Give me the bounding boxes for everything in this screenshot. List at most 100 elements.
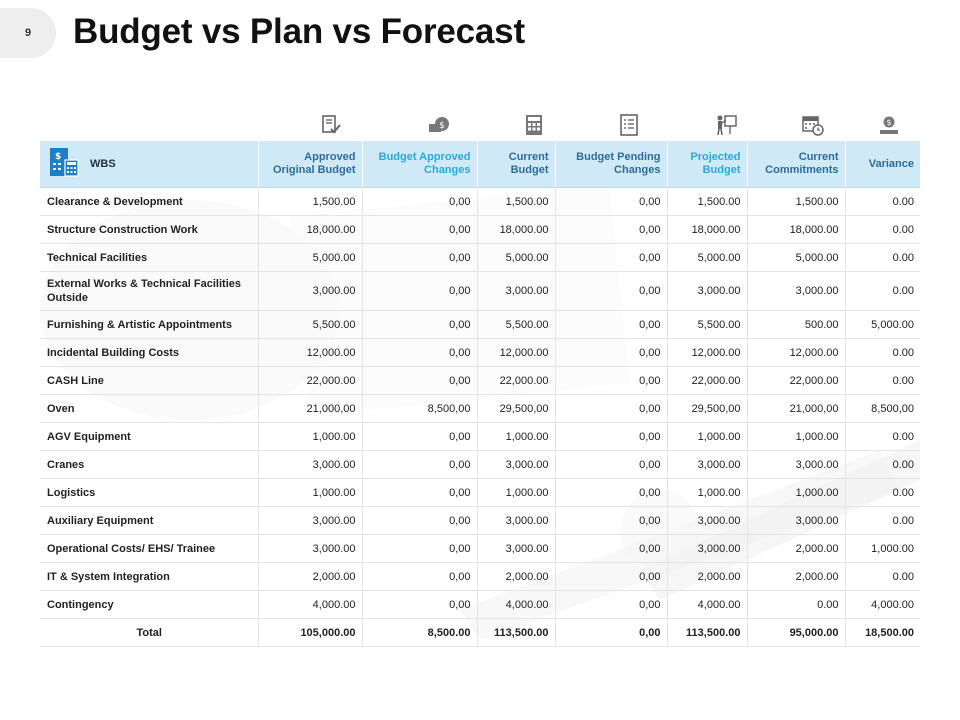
pending-changes-cell: 0,00 <box>555 534 668 563</box>
projected-budget-cell: 29,500,00 <box>667 394 748 423</box>
pending-changes-cell: 0,00 <box>555 243 668 272</box>
table-header-row: $ WBS Approved Original Budget Budget Ap… <box>40 141 920 188</box>
wbs-cell: IT & System Integration <box>40 562 259 591</box>
calculator-icon <box>521 112 547 138</box>
current-budget-cell: 12,000.00 <box>477 338 556 367</box>
budget-approved-changes-cell: 0,00 <box>362 450 478 479</box>
table-row: IT & System Integration 2,000.00 0,00 2,000… <box>40 562 920 591</box>
current-budget-cell: 1,000.00 <box>477 478 556 507</box>
approved-cell: 3,000.00 <box>258 506 363 535</box>
pending-changes-cell: 0,00 <box>555 310 668 339</box>
projected-budget-cell: 1,000.00 <box>667 478 748 507</box>
variance-cell: 0.00 <box>845 338 920 367</box>
budget-approved-changes-cell: 0,00 <box>362 187 478 216</box>
table-row: Clearance & Development 1,500.00 0,00 1,500… <box>40 187 920 216</box>
approved-cell: 1,000.00 <box>258 478 363 507</box>
wbs-cell: Technical Facilities <box>40 243 259 272</box>
wbs-cell: CASH Line <box>40 366 259 395</box>
money-bag-icon: $ <box>426 112 452 138</box>
pending-changes-cell: 0,00 <box>555 422 668 451</box>
variance-cell: 4,000.00 <box>845 590 920 619</box>
budget-approved-changes-cell: 0,00 <box>362 215 478 244</box>
variance-cell: 0.00 <box>845 450 920 479</box>
variance-cell: 0.00 <box>845 506 920 535</box>
current-budget-cell: 18,000.00 <box>477 215 556 244</box>
header-budget-pending-changes: Budget Pending Changes <box>555 141 668 188</box>
current-budget-cell: 3,000.00 <box>477 506 556 535</box>
approved-cell: 1,500.00 <box>258 187 363 216</box>
commitments-cell: 1,000.00 <box>747 422 846 451</box>
variance-cell: 0.00 <box>845 215 920 244</box>
approved-cell: 18,000.00 <box>258 215 363 244</box>
wbs-cell: Contingency <box>40 590 259 619</box>
total-current-budget-cell: 113,500.00 <box>477 618 556 647</box>
budget-approved-changes-cell: 0,00 <box>362 271 478 311</box>
commitments-cell: 3,000.00 <box>747 506 846 535</box>
wbs-cell: External Works & Technical Facilities Ou… <box>40 271 259 311</box>
page-title: Budget vs Plan vs Forecast <box>73 12 525 51</box>
header-current-commitments: Current Commitments <box>747 141 846 188</box>
variance-cell: 0.00 <box>845 271 920 311</box>
variance-cell: 1,000.00 <box>845 534 920 563</box>
approved-cell: 3,000.00 <box>258 534 363 563</box>
wbs-cell: Logistics <box>40 478 259 507</box>
wbs-cell: Structure Construction Work <box>40 215 259 244</box>
commitments-cell: 0.00 <box>747 590 846 619</box>
budget-approved-changes-cell: 0,00 <box>362 534 478 563</box>
variance-cell: 0.00 <box>845 422 920 451</box>
header-variance: Variance <box>845 141 920 188</box>
approved-cell: 22,000.00 <box>258 366 363 395</box>
current-budget-cell: 22,000.00 <box>477 366 556 395</box>
header-approved-original-budget: Approved Original Budget <box>258 141 363 188</box>
table-row: External Works & Technical Facilities Ou… <box>40 271 920 311</box>
table-row: Incidental Building Costs 12,000.00 0,00 12… <box>40 338 920 367</box>
commitments-cell: 5,000.00 <box>747 243 846 272</box>
table-body: Clearance & Development 1,500.00 0,00 1,500… <box>40 187 920 647</box>
variance-cell: 0.00 <box>845 187 920 216</box>
page-number: 9 <box>24 27 32 39</box>
pending-changes-cell: 0,00 <box>555 394 668 423</box>
pending-changes-cell: 0,00 <box>555 450 668 479</box>
wbs-cell: Cranes <box>40 450 259 479</box>
projected-budget-cell: 4,000.00 <box>667 590 748 619</box>
budget-approved-changes-cell: 0,00 <box>362 506 478 535</box>
budget-approved-changes-cell: 0,00 <box>362 422 478 451</box>
pending-changes-cell: 0,00 <box>555 338 668 367</box>
projected-budget-cell: 12,000.00 <box>667 338 748 367</box>
total-approved-cell: 105,000.00 <box>258 618 363 647</box>
pending-changes-cell: 0,00 <box>555 590 668 619</box>
projected-budget-cell: 3,000.00 <box>667 534 748 563</box>
commitments-cell: 3,000.00 <box>747 450 846 479</box>
pending-changes-cell: 0,00 <box>555 478 668 507</box>
commitments-cell: 1,500.00 <box>747 187 846 216</box>
checklist-icon <box>616 112 642 138</box>
money-hand-icon: $ <box>876 112 902 138</box>
commitments-cell: 18,000.00 <box>747 215 846 244</box>
current-budget-cell: 2,000.00 <box>477 562 556 591</box>
budget-approved-changes-cell: 0,00 <box>362 562 478 591</box>
budget-approved-changes-cell: 8,500,00 <box>362 394 478 423</box>
budget-table: $ WBS Approved Original Budget Budget Ap… <box>40 141 920 647</box>
variance-cell: 0.00 <box>845 562 920 591</box>
header-budget-approved-changes: Budget Approved Changes <box>362 141 478 188</box>
page-number-tab: 9 <box>0 8 56 58</box>
pending-changes-cell: 0,00 <box>555 562 668 591</box>
svg-text:$: $ <box>886 118 891 127</box>
projected-budget-cell: 22,000.00 <box>667 366 748 395</box>
total-variance-cell: 18,500.00 <box>845 618 920 647</box>
table-row: AGV Equipment 1,000.00 0,00 1,000.00 0,00 1,0… <box>40 422 920 451</box>
projected-budget-cell: 3,000.00 <box>667 450 748 479</box>
commitments-cell: 22,000.00 <box>747 366 846 395</box>
commitments-cell: 12,000.00 <box>747 338 846 367</box>
current-budget-cell: 5,000.00 <box>477 243 556 272</box>
approved-cell: 4,000.00 <box>258 590 363 619</box>
table-row: CASH Line 22,000.00 0,00 22,000.00 0,00 22,00… <box>40 366 920 395</box>
budget-approved-changes-cell: 0,00 <box>362 478 478 507</box>
table-row: Operational Costs/ EHS/ Trainee 3,000.00 0… <box>40 534 920 563</box>
header-wbs-label: WBS <box>90 157 116 170</box>
pending-changes-cell: 0,00 <box>555 366 668 395</box>
projected-budget-cell: 2,000.00 <box>667 562 748 591</box>
total-projected-budget-cell: 113,500.00 <box>667 618 748 647</box>
total-commitments-cell: 95,000.00 <box>747 618 846 647</box>
table-row: Technical Facilities 5,000.00 0,00 5,000.00… <box>40 243 920 272</box>
